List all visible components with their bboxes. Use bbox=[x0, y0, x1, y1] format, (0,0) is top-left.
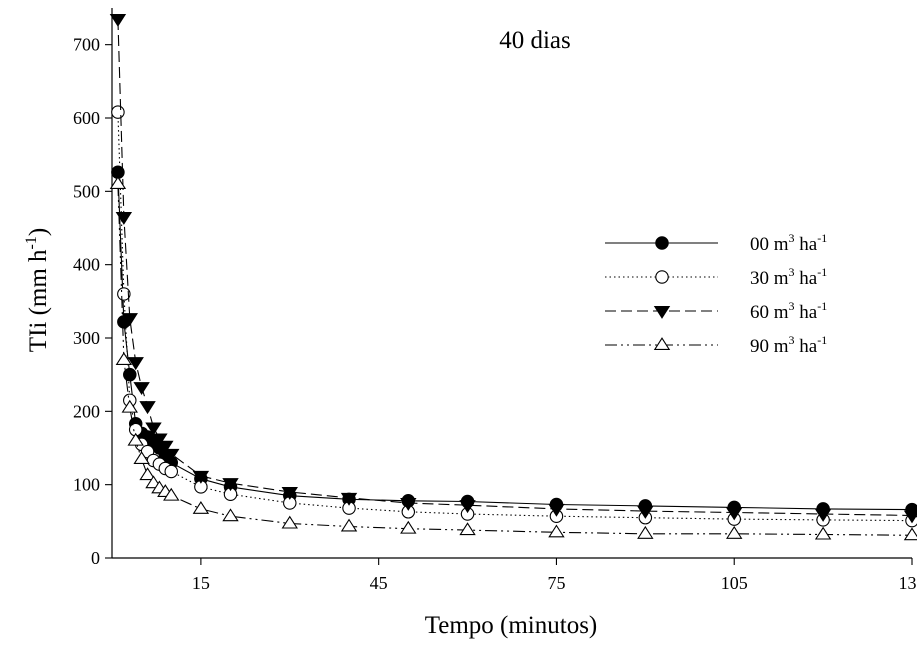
data-point bbox=[281, 486, 298, 500]
series-2 bbox=[111, 105, 917, 528]
legend-label-part: 90 m bbox=[750, 336, 789, 357]
data-point bbox=[548, 503, 565, 517]
chart-series bbox=[109, 13, 917, 541]
data-point bbox=[163, 487, 180, 501]
data-point bbox=[281, 515, 298, 529]
data-point bbox=[192, 501, 210, 514]
data-point bbox=[903, 527, 917, 541]
y-axis-label-close: ) bbox=[25, 228, 52, 236]
legend-label: 00 m3 ha-1 bbox=[750, 231, 827, 255]
legend-item: 30 m3 ha-1 bbox=[605, 265, 827, 289]
data-point bbox=[115, 211, 133, 225]
y-axis-label-superscript: -1 bbox=[23, 236, 40, 249]
data-point bbox=[459, 500, 476, 514]
legend-label: 30 m3 ha-1 bbox=[750, 265, 827, 289]
legend-label-part: ha bbox=[795, 336, 818, 357]
data-point bbox=[145, 422, 162, 436]
legend-marker bbox=[653, 337, 671, 351]
legend-label-part: 3 bbox=[789, 299, 795, 313]
series-4 bbox=[109, 176, 917, 541]
y-tick-label: 200 bbox=[73, 401, 100, 421]
data-point bbox=[637, 506, 654, 519]
data-point bbox=[814, 526, 832, 540]
data-point bbox=[340, 518, 358, 532]
y-tick-label: 100 bbox=[73, 475, 100, 495]
series-line bbox=[117, 112, 913, 522]
x-axis-label: Tempo (minutos) bbox=[425, 612, 598, 639]
data-point bbox=[726, 525, 743, 539]
data-point bbox=[400, 520, 417, 534]
data-point bbox=[548, 524, 565, 538]
y-axis-label: TIi (mm h-1) bbox=[23, 228, 52, 352]
data-point bbox=[117, 287, 131, 301]
y-tick-label: 700 bbox=[73, 35, 100, 55]
y-tick-label: 0 bbox=[91, 548, 100, 568]
data-point bbox=[903, 510, 917, 524]
legend-item: 00 m3 ha-1 bbox=[605, 231, 827, 255]
data-point bbox=[459, 522, 476, 536]
data-point bbox=[139, 467, 156, 481]
data-point bbox=[157, 440, 174, 454]
chart-title: 40 dias bbox=[499, 27, 571, 54]
data-point bbox=[400, 497, 417, 511]
data-point bbox=[151, 433, 168, 447]
data-point bbox=[127, 357, 144, 371]
y-tick-label: 300 bbox=[73, 328, 100, 348]
data-point bbox=[726, 507, 743, 521]
x-tick-label: 15 bbox=[192, 573, 210, 593]
data-point bbox=[121, 399, 138, 413]
data-point bbox=[133, 382, 150, 395]
data-point bbox=[222, 508, 239, 522]
legend-label-part: ha bbox=[795, 234, 818, 255]
legend-label-part: -1 bbox=[817, 265, 827, 279]
data-point bbox=[133, 451, 150, 465]
legend-label-part: -1 bbox=[817, 299, 827, 313]
data-point bbox=[637, 525, 654, 539]
y-axis-label-main: TIi (mm h bbox=[25, 249, 52, 352]
legend-label-part: 00 m bbox=[750, 234, 789, 255]
data-point bbox=[139, 401, 156, 415]
data-point bbox=[115, 352, 133, 366]
x-tick-label: 45 bbox=[370, 573, 388, 593]
data-point bbox=[127, 432, 144, 446]
data-point bbox=[109, 176, 127, 190]
x-tick-label: 135 bbox=[899, 573, 917, 593]
legend-label: 90 m3 ha-1 bbox=[750, 333, 827, 357]
legend-label-part: -1 bbox=[817, 333, 827, 347]
legend-label-part: ha bbox=[795, 268, 818, 289]
legend-item: 60 m3 ha-1 bbox=[605, 299, 827, 323]
legend-label-part: 3 bbox=[789, 265, 795, 279]
legend-item: 90 m3 ha-1 bbox=[605, 333, 827, 357]
data-point bbox=[109, 13, 127, 27]
legend-marker bbox=[653, 305, 671, 319]
chart-legend: 00 m3 ha-130 m3 ha-160 m3 ha-190 m3 ha-1 bbox=[605, 231, 827, 357]
data-point bbox=[814, 508, 832, 522]
data-point bbox=[163, 448, 180, 462]
y-tick-label: 500 bbox=[73, 181, 100, 201]
legend-label: 60 m3 ha-1 bbox=[750, 299, 827, 323]
y-tick-label: 600 bbox=[73, 108, 100, 128]
legend-label-part: -1 bbox=[817, 231, 827, 245]
data-point bbox=[121, 313, 138, 327]
x-tick-label: 75 bbox=[547, 573, 565, 593]
legend-label-part: 3 bbox=[789, 231, 795, 245]
chart-axes: 0 100 200 300 400 500 600 700 15 45 75 105 135 bbox=[73, 8, 917, 593]
data-point bbox=[192, 470, 210, 484]
series-3 bbox=[109, 13, 917, 524]
data-point bbox=[164, 464, 179, 479]
x-tick-label: 105 bbox=[721, 573, 748, 593]
legend-label-part: 3 bbox=[789, 333, 795, 347]
legend-marker bbox=[655, 270, 669, 284]
data-point bbox=[222, 478, 239, 492]
data-point bbox=[123, 367, 137, 382]
data-point bbox=[340, 492, 358, 506]
data-point bbox=[111, 105, 125, 119]
legend-label-part: 30 m bbox=[750, 268, 789, 289]
legend-marker bbox=[655, 236, 669, 250]
y-tick-label: 400 bbox=[73, 255, 100, 275]
legend-label-part: 60 m bbox=[750, 302, 789, 323]
legend-label-part: ha bbox=[795, 302, 818, 323]
